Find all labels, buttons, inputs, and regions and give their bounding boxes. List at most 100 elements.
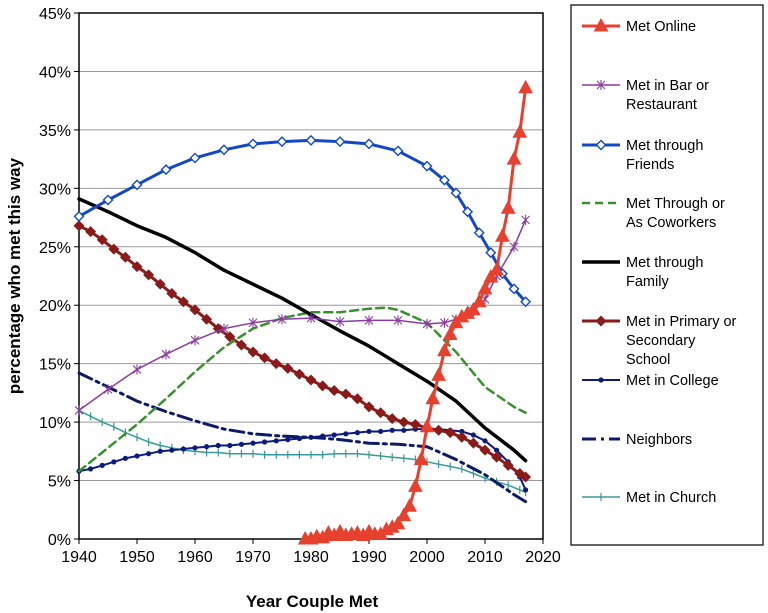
data-point-met-online bbox=[483, 269, 499, 283]
y-axis-title: percentage who met this way bbox=[5, 157, 24, 394]
data-point-met-in-bar-or-restaurant bbox=[190, 335, 200, 346]
data-point-met-in-primary-or-secondary-school bbox=[108, 243, 120, 255]
data-point-met-in-bar-or-restaurant bbox=[440, 317, 449, 328]
x-tick-label: 2020 bbox=[525, 549, 561, 566]
data-point-met-in-bar-or-restaurant bbox=[277, 314, 287, 325]
data-point-met-in-primary-or-secondary-school bbox=[479, 444, 491, 456]
data-point-met-in-college bbox=[459, 428, 465, 435]
y-tick-label: 0% bbox=[48, 532, 71, 549]
x-axis-ticks: 1940 1950 1960 1970 1980 1990 2000 2010 2020 bbox=[61, 539, 561, 566]
series-line-met-through-family bbox=[77, 197, 528, 463]
data-point-met-in-college bbox=[389, 427, 395, 433]
data-point-met-in-college bbox=[111, 459, 117, 465]
data-point-met-in-primary-or-secondary-school bbox=[502, 459, 514, 471]
legend-label-met-through-or-as-coworkers: Met Through or bbox=[626, 196, 725, 212]
data-point-met-in-college bbox=[227, 442, 233, 449]
data-point-met-in-primary-or-secondary-school bbox=[166, 288, 178, 300]
series-line-met-in-primary-or-secondary-school bbox=[77, 224, 528, 479]
data-point-met-in-college bbox=[180, 446, 186, 452]
data-point-met-through-friends bbox=[247, 138, 259, 150]
data-point-met-online bbox=[471, 293, 487, 308]
legend-label-met-through-family: Family bbox=[626, 274, 669, 290]
data-point-met-in-college bbox=[157, 448, 163, 454]
series-line-met-through-or-as-coworkers bbox=[77, 306, 527, 473]
data-point-met-in-college bbox=[122, 455, 128, 461]
data-point-met-in-primary-or-secondary-school bbox=[363, 401, 375, 413]
data-point-met-in-primary-or-secondary-school bbox=[386, 413, 398, 425]
data-point-met-in-bar-or-restaurant bbox=[306, 313, 316, 324]
data-point-met-in-primary-or-secondary-school bbox=[143, 269, 155, 281]
data-point-met-through-friends bbox=[462, 206, 474, 218]
data-point-met-in-college bbox=[215, 442, 221, 449]
data-point-met-in-college bbox=[354, 430, 360, 436]
y-tick-label: 40% bbox=[39, 64, 71, 81]
legend: Met Online Met in Bar or Restaurant Met thr… bbox=[582, 17, 737, 506]
data-point-met-in-college bbox=[285, 437, 291, 443]
legend-item-met-through-or-as-coworkers: Met Through or As Coworkers bbox=[582, 196, 725, 231]
data-point-met-in-primary-or-secondary-school bbox=[259, 352, 271, 364]
data-point-met-online bbox=[477, 280, 493, 295]
data-point-met-through-friends bbox=[473, 227, 485, 239]
legend-marker-met-in-college bbox=[598, 377, 604, 383]
legend-item-met-in-bar-or-restaurant: Met in Bar or Restaurant bbox=[582, 78, 709, 113]
data-point-met-in-primary-or-secondary-school bbox=[317, 380, 329, 392]
y-tick-label: 35% bbox=[39, 123, 71, 140]
data-point-met-in-college bbox=[366, 428, 372, 435]
series-met-through-or-as-coworkers bbox=[77, 306, 527, 473]
legend-label-neighbors: Neighbors bbox=[626, 432, 692, 448]
data-point-met-in-college bbox=[273, 438, 279, 444]
x-tick-label: 1940 bbox=[61, 549, 97, 566]
x-tick-label: 1960 bbox=[177, 549, 213, 566]
data-point-met-in-college bbox=[308, 434, 314, 440]
data-point-met-through-friends bbox=[421, 160, 433, 172]
legend-label-met-through-or-as-coworkers: As Coworkers bbox=[626, 215, 716, 231]
data-point-met-online bbox=[518, 79, 533, 94]
legend-label-met-in-college: Met in College bbox=[626, 373, 719, 389]
data-point-met-online bbox=[506, 151, 522, 165]
data-point-met-in-bar-or-restaurant bbox=[422, 318, 432, 329]
data-point-met-online bbox=[425, 390, 441, 405]
data-point-met-in-primary-or-secondary-school bbox=[201, 313, 213, 325]
data-point-met-in-college bbox=[134, 453, 140, 459]
data-point-met-in-primary-or-secondary-school bbox=[235, 339, 247, 351]
data-point-met-in-college bbox=[331, 432, 337, 438]
data-point-met-online bbox=[419, 418, 435, 433]
data-point-met-in-primary-or-secondary-school bbox=[491, 451, 503, 463]
y-tick-label: 25% bbox=[39, 240, 71, 257]
data-point-met-through-friends bbox=[438, 174, 450, 186]
legend-label-met-through-friends: Friends bbox=[626, 157, 674, 173]
data-point-met-in-bar-or-restaurant bbox=[161, 349, 171, 360]
data-point-met-in-primary-or-secondary-school bbox=[96, 234, 108, 246]
data-point-met-through-friends bbox=[276, 136, 288, 148]
data-point-met-in-primary-or-secondary-school bbox=[444, 427, 456, 439]
data-point-met-online bbox=[402, 498, 417, 512]
data-point-met-in-college bbox=[343, 431, 349, 437]
data-point-met-in-bar-or-restaurant bbox=[132, 364, 142, 375]
x-tick-label: 1970 bbox=[235, 549, 271, 566]
data-point-met-through-friends bbox=[131, 179, 143, 191]
data-point-met-in-primary-or-secondary-school bbox=[189, 304, 201, 316]
y-tick-label: 45% bbox=[39, 6, 71, 23]
data-point-met-in-primary-or-secondary-school bbox=[154, 278, 166, 290]
legend-marker-met-in-bar-or-restaurant bbox=[596, 80, 606, 90]
data-point-met-in-bar-or-restaurant bbox=[509, 241, 519, 252]
data-point-met-in-primary-or-secondary-school bbox=[351, 393, 363, 405]
x-tick-label: 2000 bbox=[409, 549, 445, 566]
data-point-met-in-college bbox=[523, 487, 529, 493]
data-point-met-in-primary-or-secondary-school bbox=[85, 226, 97, 238]
series-met-in-primary-or-secondary-school bbox=[73, 220, 532, 483]
data-point-met-in-bar-or-restaurant bbox=[103, 384, 113, 395]
series-met-in-church bbox=[78, 406, 527, 497]
legend-marker-met-in-primary-or-secondary-school bbox=[595, 315, 607, 327]
data-point-met-in-college bbox=[401, 427, 407, 433]
data-point-met-in-primary-or-secondary-school bbox=[293, 368, 305, 380]
data-point-met-online bbox=[408, 478, 423, 492]
data-point-met-in-primary-or-secondary-school bbox=[119, 251, 131, 263]
legend-item-neighbors: Neighbors bbox=[582, 432, 692, 448]
data-point-met-in-primary-or-secondary-school bbox=[247, 346, 259, 358]
y-tick-label: 10% bbox=[39, 415, 71, 432]
legend-label-met-in-bar-or-restaurant: Met in Bar or bbox=[626, 78, 709, 94]
data-point-met-online bbox=[442, 326, 458, 340]
data-point-met-online bbox=[466, 301, 481, 316]
legend-box bbox=[570, 4, 764, 546]
